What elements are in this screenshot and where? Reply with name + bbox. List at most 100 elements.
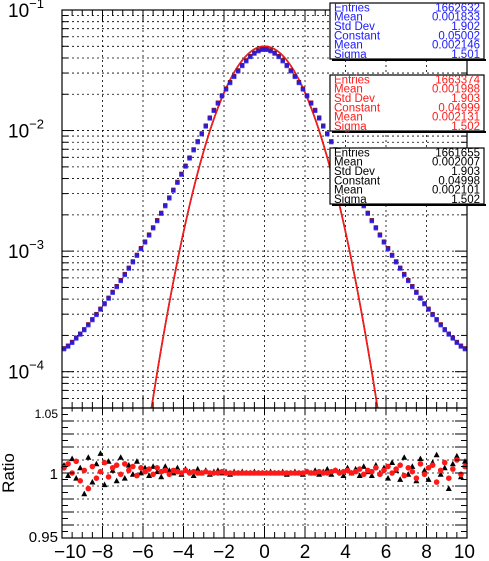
stats-label: Std Dev — [334, 21, 375, 33]
ratio-point — [320, 470, 327, 476]
ratio-point — [296, 470, 302, 476]
ratio-point — [429, 462, 436, 469]
ratio-point — [158, 473, 165, 480]
data-point — [163, 203, 168, 209]
ratio-y-tick-label: 1.05 — [35, 407, 59, 421]
main-fit-curves — [150, 45, 379, 408]
ratio-point — [271, 470, 278, 476]
stats-box-shadow — [332, 131, 486, 133]
ratio-point — [81, 490, 88, 497]
data-point — [240, 63, 245, 69]
x-tick-label: −4 — [173, 542, 195, 561]
ratio-point — [356, 472, 363, 478]
data-point — [146, 233, 152, 238]
data-point — [215, 101, 221, 106]
ratio-point — [138, 465, 144, 471]
ratio-point — [381, 467, 387, 474]
ratio-point — [93, 475, 100, 482]
ratio-point — [441, 459, 448, 466]
data-point — [191, 148, 196, 153]
ratio-point — [373, 465, 379, 471]
ratio-y-tick-label: 1 — [50, 466, 58, 483]
ratio-point — [105, 474, 112, 480]
data-point — [110, 290, 115, 295]
ratio-point — [73, 475, 80, 481]
data-point — [292, 74, 298, 80]
data-point — [321, 124, 326, 129]
stats-label: Mean — [334, 40, 363, 52]
ratio-point — [389, 459, 396, 465]
data-point — [458, 344, 464, 349]
ratio-point — [113, 477, 120, 484]
data-point — [171, 188, 176, 193]
ratio-point — [421, 471, 428, 478]
data-point — [288, 69, 294, 74]
data-point — [175, 180, 180, 185]
ratio-point — [194, 465, 201, 472]
data-point — [227, 80, 233, 86]
ratio-point — [437, 467, 444, 474]
data-point — [296, 80, 302, 86]
data-point — [244, 59, 249, 64]
stats-box-frame — [329, 147, 485, 205]
data-point — [300, 87, 306, 92]
ratio-point — [275, 470, 282, 476]
stats-label: Std Dev — [334, 166, 375, 178]
x-tick-label: 2 — [300, 542, 311, 561]
data-point — [410, 284, 415, 290]
stats-label: Sigma — [334, 194, 367, 206]
data-point — [373, 226, 379, 231]
ratio-point — [393, 466, 399, 472]
ratio-point — [433, 451, 440, 458]
data-point — [329, 139, 334, 145]
main-y-tick-label: 10−3 — [8, 237, 44, 263]
data-point — [434, 317, 439, 323]
data-point — [130, 260, 136, 265]
data-point — [308, 101, 314, 106]
data-point — [102, 301, 107, 307]
data-point — [377, 233, 383, 238]
data-point — [122, 272, 127, 278]
data-point — [199, 132, 204, 137]
ratio-point — [417, 455, 424, 462]
x-tick-label: 10 — [454, 542, 475, 561]
data-point — [219, 94, 225, 99]
ratio-x-ticks: −10 −8 −6 −4 −2 0 2 4 6 8 10 — [54, 408, 475, 561]
stats-value: 0.002131 — [432, 112, 480, 124]
ratio-point — [247, 470, 254, 476]
ratio-axis-label: Ratio — [0, 453, 18, 493]
ratio-point — [425, 476, 432, 482]
ratio-point — [356, 466, 363, 472]
ratio-point — [109, 465, 116, 471]
stats-box-frame — [329, 74, 485, 132]
data-point — [393, 260, 399, 265]
ratio-point — [405, 465, 412, 471]
ratio-point — [190, 472, 197, 478]
ratio-point — [134, 472, 140, 479]
ratio-point — [263, 470, 270, 476]
ratio-point — [194, 470, 201, 476]
data-point — [256, 48, 261, 54]
ratio-point — [352, 468, 359, 475]
data-point — [211, 108, 217, 113]
ratio-point — [93, 460, 100, 467]
stats-label: Mean — [334, 185, 363, 197]
data-point — [312, 108, 318, 113]
data-point — [280, 59, 285, 64]
ratio-point — [65, 472, 72, 478]
ratio-point — [113, 462, 120, 469]
data-point — [114, 284, 119, 290]
data-point — [235, 69, 241, 74]
stats-label: Mean — [334, 12, 363, 24]
stats-value: 0.002007 — [432, 157, 480, 169]
stats-value: 1.902 — [451, 21, 480, 33]
data-point — [268, 48, 273, 54]
stats-label: Mean — [334, 157, 363, 169]
data-point — [65, 344, 71, 349]
ratio-point — [243, 470, 250, 476]
stats-value: 1662632 — [435, 2, 480, 14]
stats-label: Entries — [334, 2, 370, 14]
ratio-point — [162, 467, 169, 474]
data-point — [126, 266, 132, 271]
stats-value: 0.04999 — [438, 102, 480, 114]
